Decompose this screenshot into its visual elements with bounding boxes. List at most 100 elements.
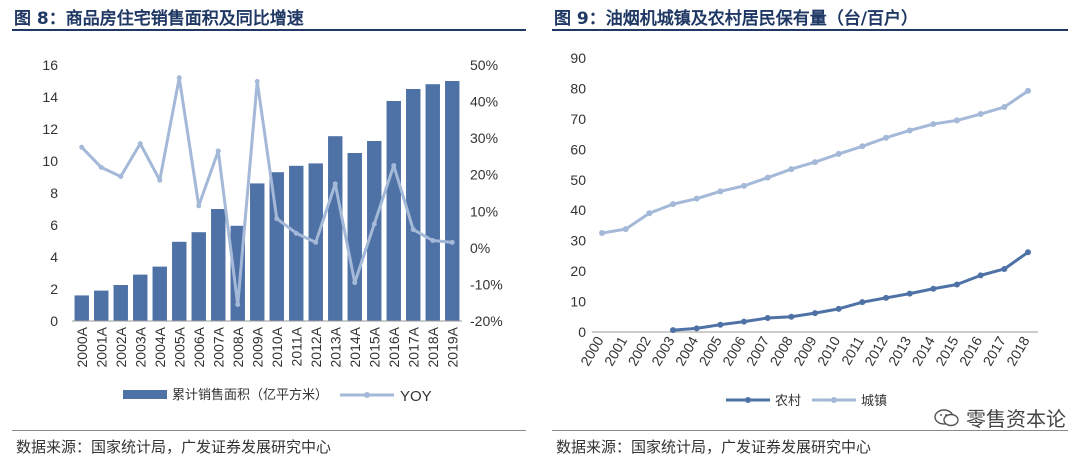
y-tick-label: 14 [42,89,58,105]
bar [406,89,421,321]
y2-tick-label: 30% [470,130,498,146]
data-point [764,314,771,321]
yoy-point [215,148,221,154]
yoy-point [410,227,416,233]
bar [94,290,109,321]
data-point [930,121,937,128]
y-tick-label: 20 [570,263,586,279]
data-point [835,305,842,312]
data-point [741,318,747,325]
yoy-point [313,239,319,245]
data-point [646,210,653,217]
chart-right: 9080706050403020100200020012002200320042… [570,50,1038,408]
yoy-point [391,163,397,169]
data-point [764,174,771,181]
wechat-icon [934,408,959,426]
y-tick-label: 16 [42,57,58,73]
data-point [906,127,913,134]
legend-marker-urban [831,397,837,403]
source-right: 数据来源：国家统计局，广发证券发展研究中心 [556,438,872,456]
chart-left: 16 14 12 10 8 6 4 2 0 50% 40% 30% 20% 10% 0% -10% -20% 20… [42,57,503,405]
y-tick-label: 0 [578,324,586,340]
x-tick-label: 2001 [601,333,631,368]
data-point [859,299,866,306]
data-point [717,188,724,195]
x-tick-label: 2015A [366,326,382,367]
data-point [788,166,795,173]
y-tick-label: 50 [570,172,586,188]
x-tick-label: 2009 [790,333,820,368]
series-line-yoy [80,76,453,307]
bar [191,232,206,321]
data-point [977,272,984,279]
yoy-point [98,164,104,170]
x-tick-label: 2016A [386,326,402,367]
legend-marker-line [364,392,370,398]
y-tick-label: 6 [50,217,58,233]
y-tick-label: 0 [50,313,58,329]
source-rule-right [552,430,1068,431]
x-tick-label: 2012A [308,326,324,367]
x-tick-label: 2007A [210,326,226,367]
bar [425,84,440,321]
legend-swatch-bar [123,390,167,399]
y-tick-label: 4 [50,249,58,265]
data-point [930,285,937,292]
yoy-point [352,280,358,286]
x-tick-label: 2003A [132,326,148,367]
y-tick-label: 40 [570,202,586,218]
bar [211,209,226,321]
yoy-point [449,239,455,245]
x-tick-label: 2006A [191,326,207,367]
bar [133,274,148,321]
legend-label-rural: 农村 [775,393,801,408]
yoy-point [176,75,182,81]
yoy-point [254,78,260,84]
y-tick-label: 10 [42,153,58,169]
bar [347,153,362,321]
y-tick-label: 90 [570,50,586,66]
watermark-text: 零售资本论 [966,407,1066,431]
data-point [835,150,842,157]
x-tick-label: 2012 [861,333,891,368]
legend-label-line: YOY [400,388,432,405]
legend-label-urban: 城镇 [861,393,887,408]
x-tick-label: 2008 [766,333,796,368]
x-tick-label: 2018A [425,326,441,367]
y2-tick-label: -20% [470,313,503,329]
data-point [812,159,818,166]
data-point [693,325,700,332]
x-tick-label: 2004A [152,326,168,367]
bar [289,165,304,321]
x-tick-label: 2005A [171,326,187,367]
bar [152,266,167,321]
yoy-point [137,141,143,147]
data-point [1025,249,1031,256]
yoy-point [235,302,241,308]
data-point [859,143,866,150]
x-tick-label: 2016 [956,333,986,368]
y-tick-label: 10 [570,294,586,310]
x-tick-label: 2008A [230,326,246,367]
data-point [741,182,747,189]
x-tick-label: 2018 [1003,333,1033,368]
y2-tick-label: 40% [470,94,498,110]
source-left: 数据来源：国家统计局，广发证券发展研究中心 [16,438,332,456]
legend-label-bar: 累计销售面积（亿平方米） [172,387,328,402]
x-tick-label: 2017A [405,326,421,367]
data-point [1001,265,1008,272]
x-tick-label: 2007 [743,333,773,368]
x-tick-label: 2017 [979,333,1009,368]
x-tick-label: 2014A [347,326,363,367]
yoy-point [157,177,163,183]
bar [445,81,460,321]
y2-tick-label: 0% [470,240,490,256]
data-point [812,310,818,317]
y2-tick-label: 10% [470,203,498,219]
data-point [883,134,889,141]
x-tick-label: 2013 [885,333,915,368]
x-tick-label: 2010A [269,326,285,367]
chart-title-left: 图 8：商品房住宅销售面积及同比增速 [14,9,304,29]
y-tick-label: 30 [570,233,586,249]
yoy-point [274,216,280,222]
